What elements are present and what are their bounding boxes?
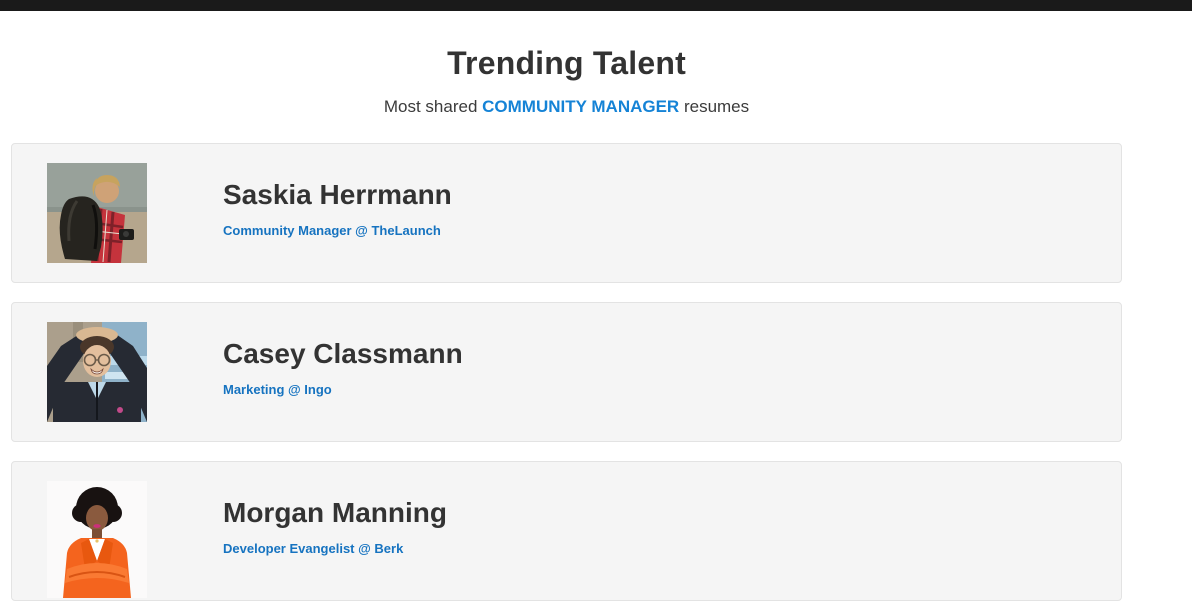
resume-card-saskia-herrmann[interactable]: Saskia Herrmann Community Manager @ TheL… [11,143,1122,283]
subtitle-role-highlight: COMMUNITY MANAGER [482,97,680,116]
person-name: Saskia Herrmann [223,179,452,210]
resume-card-casey-classmann[interactable]: Casey Classmann Marketing @ Ingo [11,302,1122,442]
subtitle-suffix: resumes [683,97,750,116]
person-role-link[interactable]: Marketing @ Ingo [223,382,332,397]
subtitle-prefix: Most shared [383,97,478,116]
page-title: Trending Talent [447,45,686,81]
page-subtitle: Most shared COMMUNITY MANAGER resumes [11,97,1122,117]
resume-card-list: Saskia Herrmann Community Manager @ TheL… [11,143,1122,601]
person-role-link[interactable]: Developer Evangelist @ Berk [223,541,404,556]
profile-photo [47,481,147,598]
profile-photo [47,163,147,263]
main-content: Trending Talent Most shared COMMUNITY MA… [11,45,1122,601]
profile-photo [47,322,147,422]
person-name: Morgan Manning [223,497,447,528]
person-role-link[interactable]: Community Manager @ TheLaunch [223,223,441,238]
resume-card-morgan-manning[interactable]: Morgan Manning Developer Evangelist @ Be… [11,461,1122,601]
top-black-bar [0,0,1192,11]
person-name: Casey Classmann [223,338,463,369]
